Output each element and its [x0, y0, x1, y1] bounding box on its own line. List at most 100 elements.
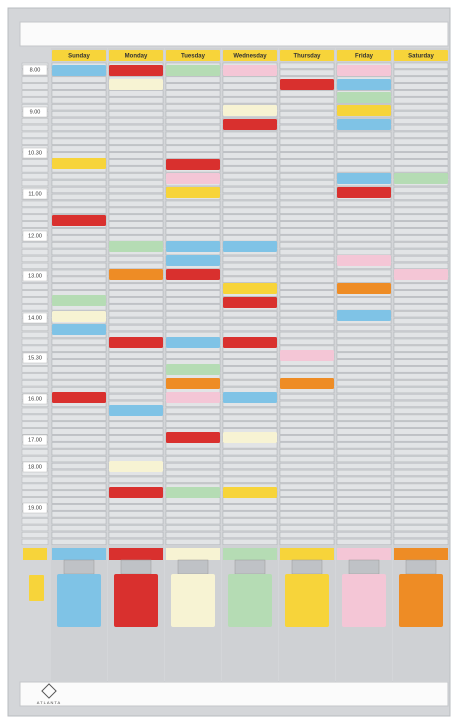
time-card	[22, 502, 48, 514]
slot	[393, 255, 449, 263]
slot	[108, 373, 164, 380]
slot	[21, 324, 49, 332]
slot	[393, 449, 449, 456]
slot	[165, 221, 221, 228]
slot	[21, 131, 49, 138]
slot	[279, 62, 335, 69]
slot	[222, 180, 278, 187]
planning-card	[166, 378, 220, 389]
card-stack	[171, 574, 215, 627]
slot	[393, 104, 449, 111]
slot	[336, 200, 392, 207]
slot	[336, 490, 392, 497]
slot	[222, 200, 278, 207]
slot	[51, 518, 107, 525]
slot	[279, 97, 335, 104]
tray-holder	[63, 559, 95, 575]
slot	[279, 117, 335, 125]
slot	[279, 393, 335, 401]
slot	[51, 111, 107, 118]
slot	[165, 469, 221, 476]
bottom-label-strip	[19, 681, 449, 707]
slot	[393, 469, 449, 476]
slot	[393, 462, 449, 470]
slot	[165, 214, 221, 221]
slot	[51, 83, 107, 90]
slot	[222, 131, 278, 138]
slot	[336, 304, 392, 311]
slot	[393, 311, 449, 318]
slot	[393, 352, 449, 359]
slot	[222, 511, 278, 518]
planning-card	[394, 269, 448, 280]
planning-card	[223, 487, 277, 498]
slot	[393, 97, 449, 104]
slot	[279, 483, 335, 490]
card-stack	[342, 574, 386, 627]
slot	[165, 97, 221, 104]
slot	[108, 111, 164, 118]
slot	[393, 69, 449, 76]
slot	[336, 497, 392, 504]
slot	[393, 511, 449, 518]
slot	[393, 497, 449, 504]
slot	[393, 400, 449, 407]
slot	[21, 90, 49, 97]
slot	[279, 290, 335, 297]
slot	[222, 138, 278, 145]
slot	[336, 414, 392, 421]
slot	[165, 538, 221, 545]
slot	[108, 97, 164, 104]
tray-holder	[348, 559, 380, 575]
tray-tab	[109, 548, 163, 560]
slot	[222, 497, 278, 504]
slot	[21, 449, 49, 456]
slot	[336, 145, 392, 152]
slot	[222, 76, 278, 83]
slot	[108, 145, 164, 152]
slot	[108, 442, 164, 449]
slot	[51, 490, 107, 497]
day-header-tab	[109, 50, 163, 61]
slot	[21, 483, 49, 490]
slot	[393, 138, 449, 145]
slot	[393, 414, 449, 421]
slot	[393, 117, 449, 125]
slot	[21, 373, 49, 380]
slot	[222, 235, 278, 242]
slot	[279, 531, 335, 539]
slot	[165, 518, 221, 525]
time-card	[22, 393, 48, 405]
slot	[21, 207, 49, 214]
slot	[222, 518, 278, 525]
slot	[393, 207, 449, 214]
planning-card	[52, 65, 106, 76]
planning-card	[166, 364, 220, 375]
slot	[165, 145, 221, 152]
slot	[51, 276, 107, 283]
time-label: 17.00	[28, 437, 42, 443]
slot	[222, 221, 278, 228]
tray-holder	[405, 559, 437, 575]
slot	[393, 490, 449, 497]
time-label: 9.00	[30, 109, 41, 115]
slot	[108, 166, 164, 173]
slot	[51, 145, 107, 152]
slot	[279, 462, 335, 470]
planning-card	[223, 65, 277, 76]
slot	[108, 290, 164, 297]
slot	[393, 283, 449, 290]
slot	[108, 186, 164, 194]
slot	[222, 173, 278, 180]
slot	[279, 173, 335, 180]
slot	[336, 476, 392, 483]
time-label: 15.30	[28, 355, 42, 361]
slot	[279, 221, 335, 228]
tray-holder	[120, 559, 152, 575]
slot	[165, 83, 221, 90]
slot	[51, 456, 107, 463]
planning-card	[280, 350, 334, 361]
slot	[336, 400, 392, 407]
slot	[51, 511, 107, 518]
slot	[108, 262, 164, 269]
